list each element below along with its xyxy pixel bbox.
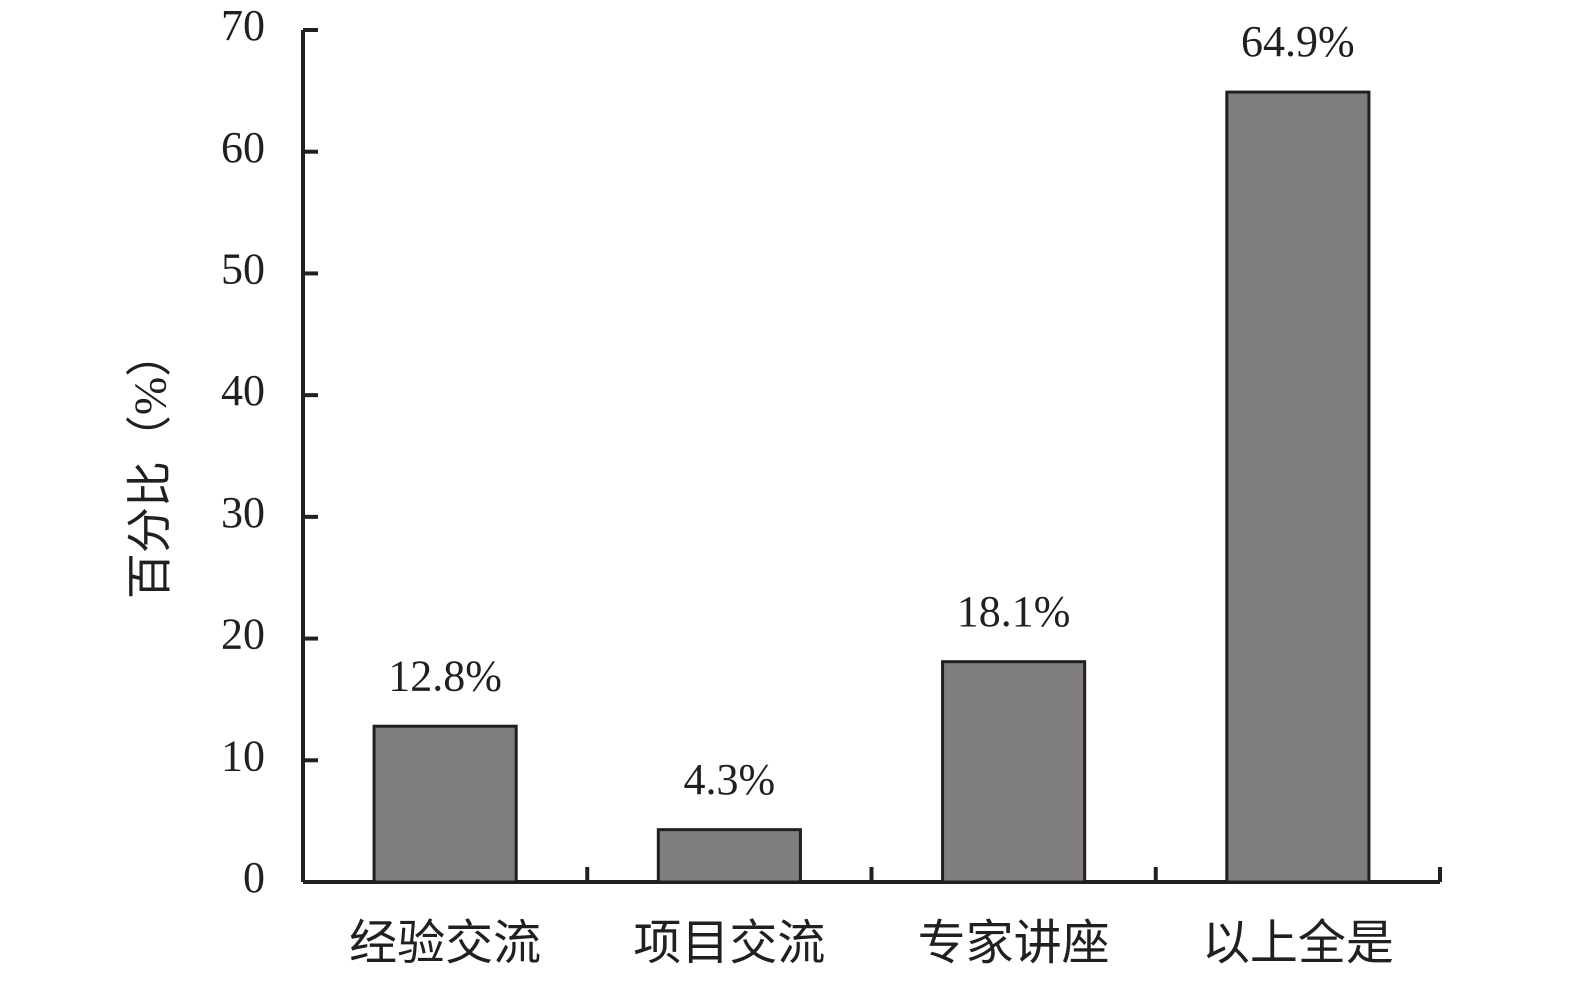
y-tick-label: 20 xyxy=(221,610,265,659)
y-tick-label: 0 xyxy=(243,853,265,902)
y-tick-label: 70 xyxy=(221,1,265,50)
y-axis-label: 百分比（%） xyxy=(125,331,176,599)
value-label: 64.9% xyxy=(1241,17,1355,66)
y-tick-label: 60 xyxy=(221,123,265,172)
value-label: 12.8% xyxy=(388,651,502,700)
bar xyxy=(656,828,802,884)
value-label: 18.1% xyxy=(957,587,1071,636)
bar xyxy=(941,660,1087,884)
bar xyxy=(1225,90,1371,884)
y-tick-label: 40 xyxy=(221,366,265,415)
x-tick-label: 专家讲座 xyxy=(918,917,1110,970)
x-tick-label: 以上全是 xyxy=(1202,917,1394,970)
value-label: 4.3% xyxy=(684,755,776,804)
x-tick-label: 项目交流 xyxy=(633,917,825,970)
x-tick-label: 经验交流 xyxy=(349,917,541,970)
y-tick-label: 30 xyxy=(221,488,265,537)
bar xyxy=(372,724,518,884)
y-tick-label: 10 xyxy=(221,731,265,780)
y-tick-label: 50 xyxy=(221,245,265,294)
